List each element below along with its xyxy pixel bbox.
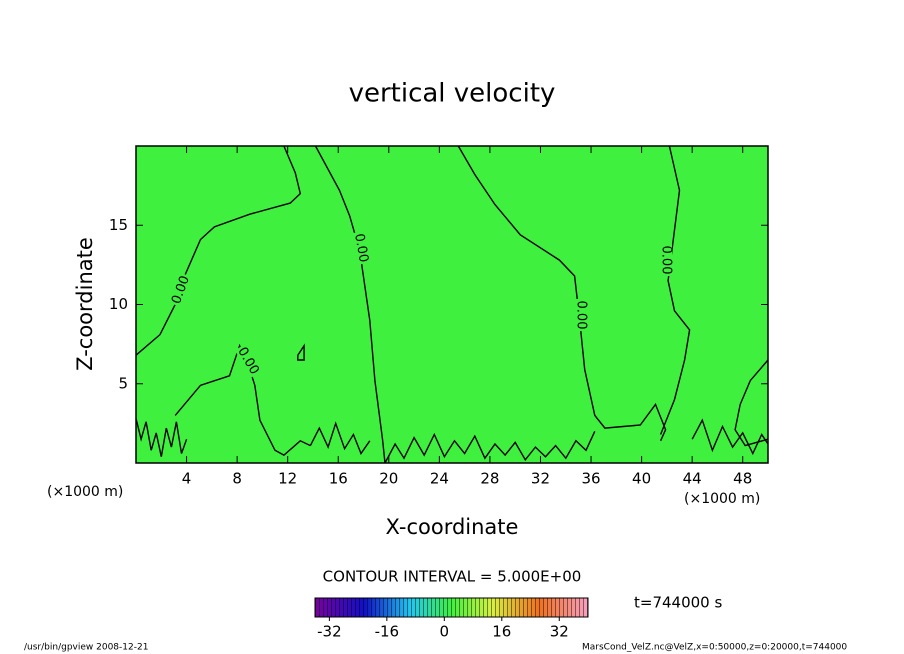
contour-label-bg [575, 299, 587, 331]
y-tick-label: 5 [118, 374, 128, 392]
x-tick-label: 24 [430, 470, 449, 488]
x-tick-label: 40 [632, 470, 651, 488]
x-tick-label: 16 [329, 470, 348, 488]
x-tick-label: 48 [733, 470, 752, 488]
colorbar-stripes [315, 598, 588, 617]
time-label: t=744000 s [634, 594, 722, 612]
x-tick-label: 36 [581, 470, 600, 488]
contour-label: 0.00 [574, 301, 589, 330]
contour-line [691, 418, 769, 456]
y-tick-label: 10 [109, 295, 128, 313]
colorbar-tick-label: 16 [492, 623, 511, 641]
x-unit-label: (×1000 m) [684, 491, 760, 507]
y-axis-label: Z-coordinate [73, 237, 97, 371]
colorbar-tick-label: -32 [317, 623, 342, 641]
x-tick-label: 12 [278, 470, 297, 488]
x-tick-label: 32 [531, 470, 550, 488]
chart-title: vertical velocity [349, 79, 556, 109]
x-tick-label: 20 [379, 470, 398, 488]
footer-right: MarsCond_VelZ.nc@VelZ,x=0:50000,z=0:2000… [582, 643, 847, 653]
contour-line [309, 421, 371, 455]
x-tick-label: 8 [232, 470, 242, 488]
footer-left: /usr/bin/gpview 2008-12-21 [24, 643, 148, 653]
contour-line [135, 418, 188, 457]
x-tick-label: 4 [182, 470, 192, 488]
contour-label-bg [169, 272, 193, 308]
contour-line [174, 343, 311, 456]
field [136, 146, 768, 463]
contour-line [135, 145, 302, 356]
x-axis-label: X-coordinate [386, 515, 519, 539]
colorbar-tick-label: 32 [550, 623, 569, 641]
contour-line [314, 145, 386, 464]
colorbar: -32 -16 0 16 32 [314, 597, 589, 641]
contour-label-bg [234, 344, 262, 378]
colorbar-tick-label: 0 [440, 623, 450, 641]
y-unit-label: (×1000 m) [47, 484, 123, 500]
colorbar-frame [314, 597, 589, 618]
colorbar-tick-label: -16 [375, 623, 400, 641]
contour-line [659, 145, 691, 435]
x-tick-label: 28 [480, 470, 499, 488]
contour-interval: CONTOUR INTERVAL = 5.000E+00 [323, 568, 582, 586]
contour-label: 0.00 [659, 246, 674, 275]
y-tick-label: 15 [109, 216, 128, 234]
contour-line [297, 343, 305, 361]
contour-label-bg [352, 231, 370, 265]
contour-line [384, 431, 596, 464]
contour-label: 0.00 [351, 232, 371, 263]
x-tick-label: 44 [683, 470, 702, 488]
contour-line [457, 145, 667, 442]
contour-label-bg [660, 244, 672, 276]
